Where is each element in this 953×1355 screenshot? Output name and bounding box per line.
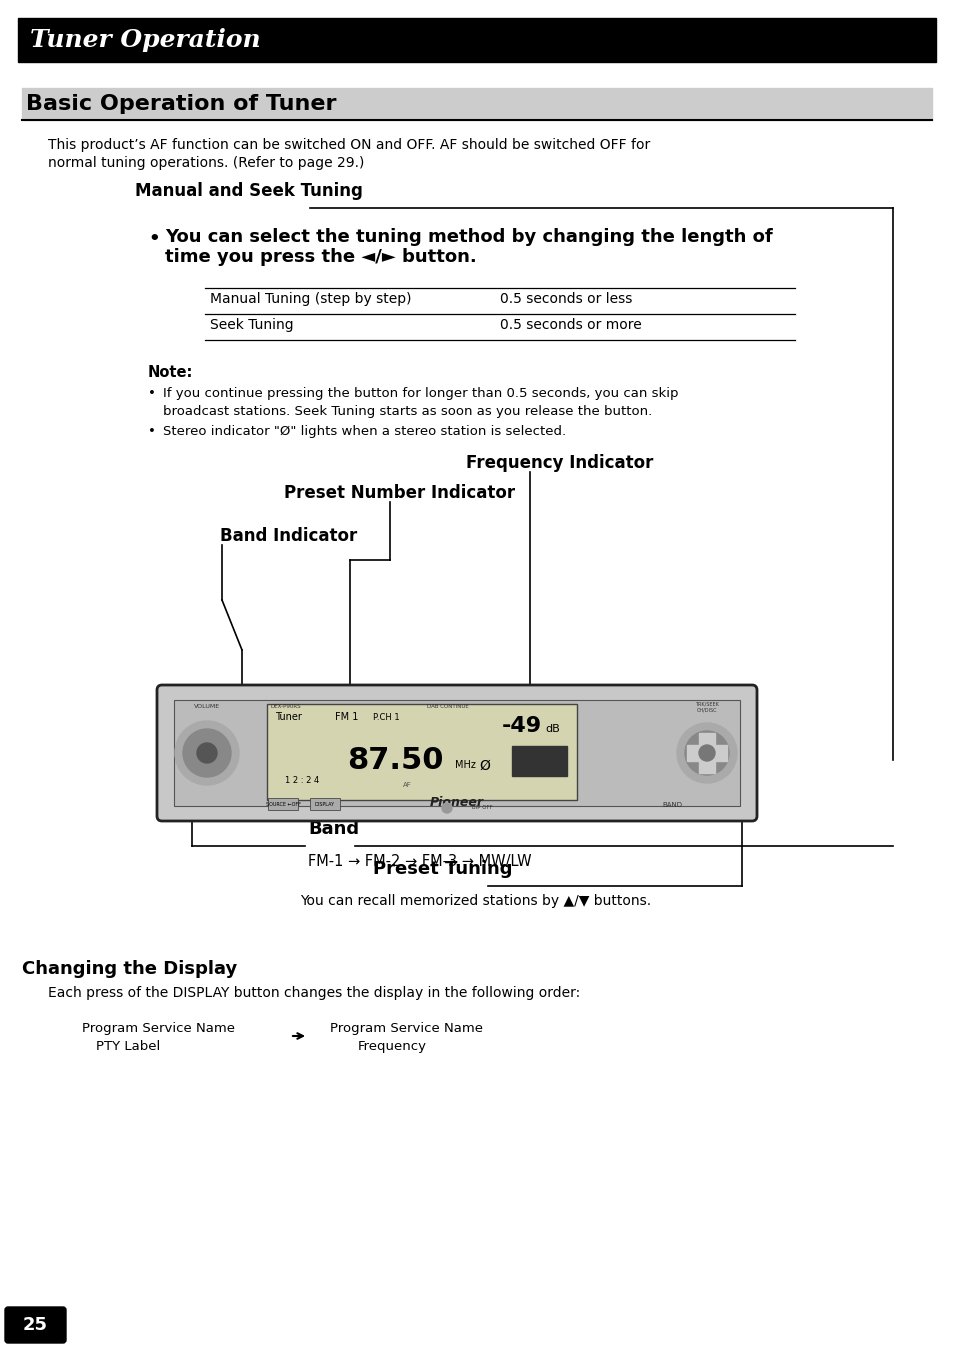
Bar: [699, 733, 714, 772]
Text: FM-1 → FM-2 → FM-3 → MW/LW: FM-1 → FM-2 → FM-3 → MW/LW: [308, 854, 531, 869]
Bar: [18, 18, 935, 62]
Text: Manual Tuning (step by step): Manual Tuning (step by step): [210, 291, 411, 306]
Text: Preset Tuning: Preset Tuning: [373, 860, 512, 878]
Text: If you continue pressing the button for longer than 0.5 seconds, you can skip: If you continue pressing the button for …: [163, 388, 678, 400]
Text: Changing the Display: Changing the Display: [22, 959, 237, 978]
Text: BIP OFF: BIP OFF: [472, 805, 493, 810]
Text: Band Indicator: Band Indicator: [220, 527, 356, 545]
Bar: [267, 705, 577, 799]
Text: Seek Tuning: Seek Tuning: [210, 318, 294, 332]
Bar: [173, 701, 740, 806]
Text: BAND: BAND: [661, 802, 681, 808]
Text: Note:: Note:: [148, 364, 193, 379]
Circle shape: [699, 745, 714, 762]
Text: normal tuning operations. (Refer to page 29.): normal tuning operations. (Refer to page…: [48, 156, 364, 169]
Text: Program Service Name: Program Service Name: [82, 1022, 234, 1035]
Text: SOURCE ←OFF: SOURCE ←OFF: [265, 802, 300, 806]
Text: 87.50: 87.50: [347, 747, 443, 775]
Circle shape: [174, 721, 239, 785]
Bar: [686, 745, 726, 762]
Text: Program Service Name: Program Service Name: [330, 1022, 482, 1035]
Text: 0.5 seconds or less: 0.5 seconds or less: [499, 291, 632, 306]
Bar: [512, 747, 566, 776]
Text: AF: AF: [402, 782, 411, 789]
Text: TRK/SEEK
CH/DISC: TRK/SEEK CH/DISC: [695, 702, 719, 713]
Text: •: •: [148, 425, 155, 438]
Circle shape: [684, 730, 728, 775]
Text: Preset Number Indicator: Preset Number Indicator: [284, 484, 515, 501]
Text: Tuner: Tuner: [274, 711, 301, 722]
Text: This product’s AF function can be switched ON and OFF. AF should be switched OFF: This product’s AF function can be switch…: [48, 138, 650, 152]
Text: time you press the ◄/► button.: time you press the ◄/► button.: [165, 248, 476, 266]
Text: dB: dB: [544, 724, 559, 734]
Text: broadcast stations. Seek Tuning starts as soon as you release the button.: broadcast stations. Seek Tuning starts a…: [163, 405, 652, 417]
Text: P.CH 1: P.CH 1: [373, 713, 399, 722]
Bar: [22, 88, 931, 121]
FancyBboxPatch shape: [157, 686, 757, 821]
Text: 1 2 : 2 4: 1 2 : 2 4: [285, 776, 319, 785]
Text: 25: 25: [23, 1316, 48, 1335]
Text: PTY Label: PTY Label: [96, 1041, 160, 1053]
Text: Frequency: Frequency: [357, 1041, 427, 1053]
Text: -49: -49: [501, 715, 541, 736]
Text: Basic Operation of Tuner: Basic Operation of Tuner: [26, 93, 336, 114]
Text: Stereo indicator "Ø" lights when a stereo station is selected.: Stereo indicator "Ø" lights when a stere…: [163, 425, 565, 438]
Bar: [310, 798, 339, 810]
Text: FM 1: FM 1: [335, 711, 358, 722]
Circle shape: [677, 724, 737, 783]
Text: VOLUME: VOLUME: [193, 705, 220, 709]
Text: You can select the tuning method by changing the length of: You can select the tuning method by chan…: [165, 228, 772, 247]
Text: DAB CONTINUE: DAB CONTINUE: [427, 705, 468, 709]
Text: Band: Band: [308, 820, 358, 837]
Text: Tuner Operation: Tuner Operation: [30, 28, 260, 51]
Text: MHz: MHz: [455, 760, 476, 770]
Text: Frequency Indicator: Frequency Indicator: [466, 454, 653, 472]
Circle shape: [183, 729, 231, 776]
Text: 0.5 seconds or more: 0.5 seconds or more: [499, 318, 641, 332]
Text: DEX-P90RS: DEX-P90RS: [271, 705, 301, 709]
Text: DISPLAY: DISPLAY: [314, 802, 335, 806]
Circle shape: [196, 743, 216, 763]
Bar: [268, 798, 297, 810]
FancyBboxPatch shape: [5, 1308, 66, 1343]
Text: Each press of the DISPLAY button changes the display in the following order:: Each press of the DISPLAY button changes…: [48, 986, 579, 1000]
Text: •: •: [148, 388, 155, 400]
Text: Ø: Ø: [478, 759, 489, 772]
Text: You can recall memorized stations by ▲/▼ buttons.: You can recall memorized stations by ▲/▼…: [299, 894, 651, 908]
Text: •: •: [148, 230, 159, 248]
Text: Pioneer: Pioneer: [430, 795, 483, 809]
Circle shape: [441, 804, 452, 813]
Text: Manual and Seek Tuning: Manual and Seek Tuning: [135, 182, 362, 201]
